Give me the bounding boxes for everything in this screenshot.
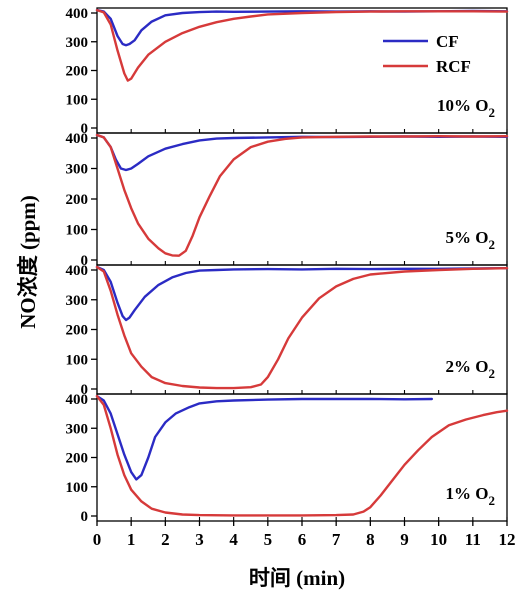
x-tick-label: 9 — [400, 530, 409, 549]
x-tick-label: 1 — [127, 530, 136, 549]
x-tick-label: 2 — [161, 530, 170, 549]
x-tick-label: 3 — [195, 530, 204, 549]
y-tick-label: 100 — [66, 92, 89, 108]
x-tick-label: 12 — [499, 530, 516, 549]
series-line-rcf — [95, 265, 509, 390]
y-tick-label: 100 — [66, 223, 89, 239]
x-tick-label: 10 — [430, 530, 447, 549]
y-tick-label: 300 — [66, 293, 89, 309]
panels-layer: 0 100 200 300 400 10% O2 0 100 200 300 400 5% O2 0 10… — [66, 6, 509, 525]
panel-label-subscript: 2 — [489, 105, 496, 120]
y-tick-label: 100 — [66, 480, 89, 496]
series-line-rcf — [95, 394, 509, 517]
panel-label-subscript: 2 — [489, 237, 496, 252]
y-tick-label: 200 — [66, 64, 89, 80]
series-line-cf — [95, 265, 509, 322]
panel-label: 1% O2 — [446, 484, 495, 508]
series-line-rcf — [95, 133, 509, 257]
y-tick-label: 200 — [66, 451, 89, 467]
y-axis-title: NO浓度 (ppm) — [16, 195, 40, 329]
y-tick-label: 400 — [66, 392, 89, 408]
legend-label-rcf: RCF — [436, 57, 471, 76]
y-tick-label: 0 — [81, 509, 89, 525]
panel-2: 0 100 200 300 400 5% O2 — [66, 131, 509, 269]
y-tick-label: 300 — [66, 162, 89, 178]
y-tick-label: 300 — [66, 35, 89, 51]
y-tick-label: 300 — [66, 421, 89, 437]
x-tick-label: 0 — [93, 530, 102, 549]
y-tick-label: 0 — [81, 253, 89, 269]
legend: CF RCF — [383, 32, 471, 76]
y-tick-label: 400 — [66, 263, 89, 279]
y-tick-label: 100 — [66, 352, 89, 368]
panel-label: 10% O2 — [437, 96, 495, 120]
x-tick-label: 5 — [264, 530, 273, 549]
y-tick-label: 200 — [66, 192, 89, 208]
x-tick-label: 6 — [298, 530, 307, 549]
y-tick-label: 200 — [66, 323, 89, 339]
x-tick-label: 4 — [229, 530, 238, 549]
x-tick-label: 7 — [332, 530, 341, 549]
series-line-cf — [95, 133, 509, 172]
x-tick-label: 11 — [465, 530, 481, 549]
series-line-cf — [95, 394, 433, 481]
axes-layer: 0 1 2 3 4 5 6 7 8 9 10 11 12 — [93, 521, 516, 549]
panel-3: 0 100 200 300 400 2% O2 — [66, 263, 509, 398]
panel-4: 0 100 200 300 400 1% O2 — [66, 392, 509, 525]
x-axis-title: 时间 (min) — [249, 566, 345, 590]
series-line-rcf — [95, 8, 509, 82]
y-tick-label: 400 — [66, 131, 89, 147]
y-tick-label: 0 — [81, 121, 89, 137]
y-tick-label: 0 — [81, 382, 89, 398]
panel-label: 5% O2 — [446, 228, 495, 252]
y-tick-label: 400 — [66, 6, 89, 22]
panel-label-subscript: 2 — [489, 493, 496, 508]
panel-label-subscript: 2 — [489, 366, 496, 381]
panel-label: 2% O2 — [446, 357, 495, 381]
legend-label-cf: CF — [436, 32, 459, 51]
x-tick-label: 8 — [366, 530, 375, 549]
